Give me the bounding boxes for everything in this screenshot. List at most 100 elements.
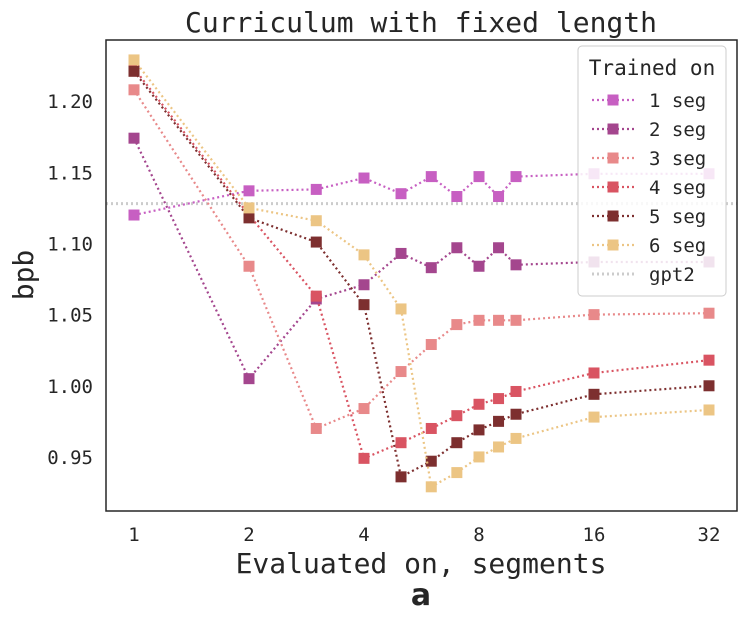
data-point [128,54,140,66]
x-tick-label: 16 [583,524,606,546]
data-point [493,415,505,427]
data-point [395,247,407,259]
data-point [425,455,437,467]
data-point [473,451,485,463]
series-line-3 [133,89,710,430]
y-tick-label: 1.10 [47,233,93,255]
data-point [425,339,437,351]
y-axis: 0.95 1.00 1.05 1.10 1.15 1.20 [47,91,93,469]
y-tick-label: 1.00 [47,376,93,398]
data-point [358,403,370,415]
y-tick-label: 1.20 [47,91,93,113]
legend-label: 4 seg [649,177,706,199]
legend: Trained on 1 seg 2 seg 3 seg 4 seg 5 seg 6 seg… [577,45,727,297]
data-point [451,319,463,331]
data-point [310,215,322,227]
x-axis-title: Evaluated on, segments [236,547,607,580]
data-point [243,373,255,385]
data-point [395,366,407,378]
panel-label: a [411,578,431,613]
chart-title: Curriculum with fixed length [185,6,657,39]
data-point [493,242,505,254]
data-point [703,354,715,366]
data-point [493,191,505,203]
data-point [473,260,485,272]
data-point [310,290,322,302]
data-point [510,259,522,271]
data-point [128,65,140,77]
data-point [425,171,437,183]
series-line-4 [133,67,710,460]
data-point [510,432,522,444]
data-point [128,132,140,144]
x-tick-label: 32 [698,524,721,546]
data-point [588,411,600,423]
legend-label: 1 seg [649,90,706,112]
data-point [588,388,600,400]
y-tick-label: 1.05 [47,305,93,327]
data-point [493,314,505,326]
data-point [310,422,322,434]
x-tick-label: 1 [128,524,139,546]
legend-marker [607,94,619,106]
legend-marker [607,210,619,222]
data-point [395,437,407,449]
data-point [425,481,437,493]
y-tick-label: 0.95 [47,447,93,469]
data-point [128,209,140,221]
legend-marker [607,239,619,251]
data-point [451,242,463,254]
data-point [510,171,522,183]
legend-marker [607,181,619,193]
data-point [425,262,437,274]
y-axis-title: bpb [7,250,40,301]
data-point [310,183,322,195]
data-point [395,303,407,315]
series-line-5 [133,70,710,479]
data-point [493,393,505,405]
data-point [243,202,255,214]
data-point [451,437,463,449]
data-point [358,172,370,184]
x-tick-label: 2 [243,524,254,546]
data-point [510,314,522,326]
series-line-6 [133,59,710,489]
legend-label: 6 seg [649,235,706,257]
legend-label: 3 seg [649,148,706,170]
data-point [588,309,600,321]
data-point [358,249,370,261]
legend-label: 2 seg [649,119,706,141]
data-point [703,380,715,392]
data-point [493,441,505,453]
data-point [425,422,437,434]
legend-label: 5 seg [649,206,706,228]
data-point [128,84,140,96]
legend-box [577,45,727,297]
data-point [473,314,485,326]
plot-frame [105,39,738,512]
series-line-1 [133,172,709,217]
data-point [510,385,522,397]
data-point [451,410,463,422]
data-point [358,299,370,311]
x-axis: 1 2 4 8 16 32 [128,524,720,546]
y-tick-label: 1.15 [47,162,93,184]
data-point [243,260,255,272]
data-point [243,212,255,224]
data-point [473,171,485,183]
legend-title: Trained on [589,56,715,80]
data-point [451,467,463,479]
data-point [588,367,600,379]
legend-label: gpt2 [649,264,695,286]
data-point [395,188,407,200]
x-tick-label: 4 [358,524,369,546]
data-point [310,236,322,248]
data-point [510,408,522,420]
data-point [473,398,485,410]
legend-marker [607,123,619,135]
data-point [451,191,463,203]
data-point [703,404,715,416]
data-point [703,307,715,319]
data-point [473,424,485,436]
